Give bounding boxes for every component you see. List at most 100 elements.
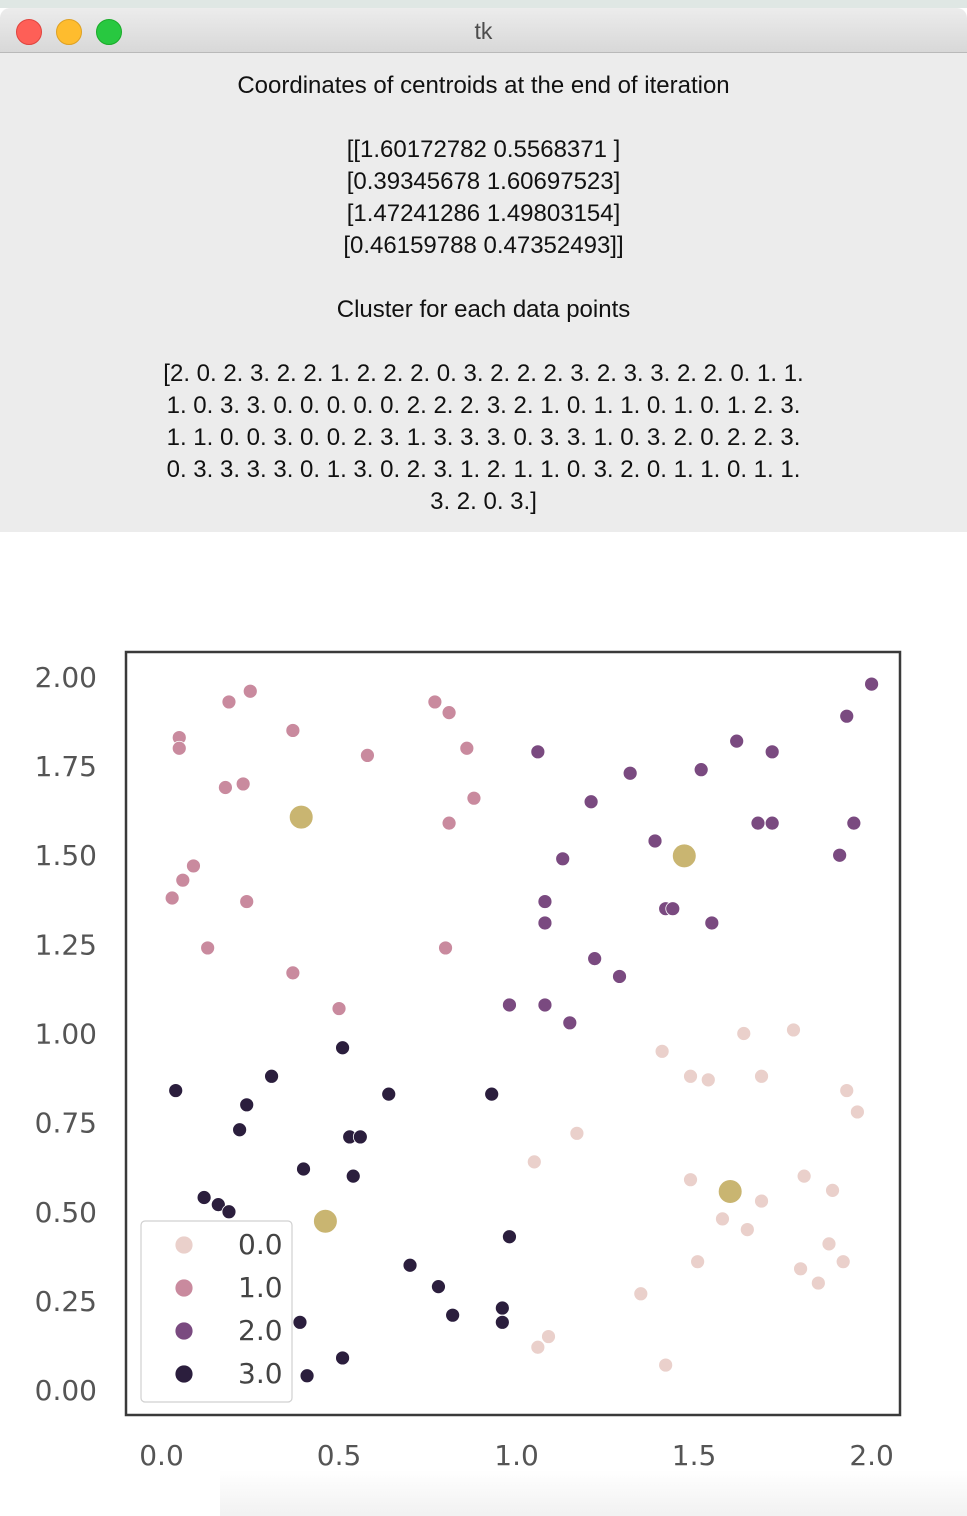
data-point-cluster-2 xyxy=(864,676,879,692)
data-point-cluster-3 xyxy=(168,1083,184,1098)
cluster-line: 1. 0. 3. 3. 0. 0. 0. 0. 0. 2. 2. 2. 3. 2… xyxy=(166,392,801,419)
data-point-cluster-1 xyxy=(285,723,301,738)
data-point-cluster-1 xyxy=(200,940,216,956)
data-point-cluster-2 xyxy=(612,969,627,984)
data-point-cluster-0 xyxy=(715,1211,730,1227)
data-point-cluster-3 xyxy=(484,1086,500,1102)
data-point-cluster-0 xyxy=(683,1068,698,1084)
data-point-cluster-2 xyxy=(750,815,766,831)
data-point-cluster-3 xyxy=(232,1122,248,1138)
data-point-cluster-0 xyxy=(839,1083,855,1098)
data-point-cluster-1 xyxy=(360,747,375,763)
data-point-cluster-0 xyxy=(793,1261,808,1277)
legend-label: 2.0 xyxy=(238,1314,283,1347)
y-tick-label: 1.75 xyxy=(35,750,97,783)
data-point-cluster-2 xyxy=(587,951,603,967)
scatter-plot-area: 0.00 0.25 0.50 0.75 1.00 1.25 1.50 1.75 2.00 0.0 0… xyxy=(0,532,967,1516)
data-point-cluster-1 xyxy=(285,965,301,981)
data-point-cluster-1 xyxy=(218,780,233,795)
data-point-cluster-0 xyxy=(739,1222,755,1237)
output-text-panel: Coordinates of centroids at the end of i… xyxy=(0,53,967,532)
data-point-cluster-1 xyxy=(466,790,482,806)
data-point-cluster-0 xyxy=(849,1104,865,1120)
data-point-cluster-1 xyxy=(221,694,237,710)
data-point-cluster-2 xyxy=(764,744,780,760)
data-point-cluster-0 xyxy=(633,1286,649,1302)
data-point-cluster-0 xyxy=(569,1125,585,1141)
data-point-cluster-0 xyxy=(700,1072,716,1088)
data-point-cluster-3 xyxy=(502,1229,517,1245)
data-point-cluster-2 xyxy=(729,733,745,749)
centroid-line: [1.47241286 1.49803154] xyxy=(346,200,621,227)
data-point-cluster-3 xyxy=(381,1086,397,1102)
bottom-shade xyxy=(220,1470,967,1516)
data-point-cluster-2 xyxy=(562,1015,578,1031)
data-point-cluster-3 xyxy=(239,1097,255,1113)
data-point-cluster-0 xyxy=(825,1182,840,1198)
data-point-cluster-2 xyxy=(622,765,638,781)
data-point-cluster-2 xyxy=(502,997,517,1013)
data-point-cluster-3 xyxy=(264,1068,279,1084)
data-point-cluster-0 xyxy=(810,1275,826,1291)
y-tick-label: 0.00 xyxy=(35,1374,97,1407)
cluster-line: 0. 3. 3. 3. 3. 0. 1. 3. 0. 2. 3. 1. 2. 1… xyxy=(166,456,801,483)
data-point-cluster-1 xyxy=(239,894,255,909)
cluster-heading: Cluster for each data points xyxy=(336,296,631,323)
data-point-cluster-0 xyxy=(821,1236,837,1252)
data-point-cluster-2 xyxy=(839,708,855,724)
legend-label: 1.0 xyxy=(238,1271,283,1304)
centroid-marker xyxy=(288,804,314,830)
zoom-window-button[interactable] xyxy=(96,19,122,45)
centroid-line: [0.46159788 0.47352493]] xyxy=(343,232,624,259)
legend-marker xyxy=(174,1235,194,1255)
points-layer xyxy=(164,676,879,1384)
data-point-cluster-0 xyxy=(754,1068,769,1084)
data-point-cluster-2 xyxy=(846,815,862,831)
plot-frame xyxy=(124,650,902,1417)
data-point-cluster-3 xyxy=(352,1129,368,1145)
legend: 0.0 1.0 2.0 3.0 xyxy=(140,1220,293,1403)
centroid-marker xyxy=(717,1179,743,1205)
data-point-cluster-3 xyxy=(402,1257,418,1273)
data-point-cluster-3 xyxy=(210,1197,226,1213)
x-tick-label: 1.0 xyxy=(494,1439,539,1472)
x-tick-label: 0.5 xyxy=(317,1439,362,1472)
data-point-cluster-3 xyxy=(296,1161,311,1177)
window-titlebar[interactable]: tk xyxy=(0,8,967,53)
data-point-cluster-2 xyxy=(764,815,780,831)
y-tick-label: 0.75 xyxy=(35,1107,97,1140)
data-point-cluster-3 xyxy=(335,1040,350,1056)
x-tick-label: 0.0 xyxy=(139,1439,184,1472)
data-point-cluster-1 xyxy=(175,872,191,888)
data-point-cluster-3 xyxy=(335,1350,350,1366)
data-point-cluster-3 xyxy=(196,1190,212,1205)
data-point-cluster-1 xyxy=(331,1001,347,1016)
legend-marker xyxy=(174,1364,194,1384)
data-point-cluster-1 xyxy=(242,683,258,699)
data-point-cluster-0 xyxy=(541,1329,556,1344)
data-point-cluster-2 xyxy=(555,851,571,867)
data-point-cluster-0 xyxy=(530,1339,546,1355)
cluster-line: 3. 2. 0. 3.] xyxy=(430,488,537,515)
data-point-cluster-3 xyxy=(431,1279,446,1295)
data-point-cluster-0 xyxy=(654,1043,670,1059)
data-point-cluster-1 xyxy=(164,890,180,906)
data-point-cluster-1 xyxy=(235,776,251,792)
data-point-cluster-1 xyxy=(427,694,443,710)
data-point-cluster-1 xyxy=(441,705,457,721)
data-point-cluster-3 xyxy=(221,1204,237,1220)
y-tick-label: 1.50 xyxy=(35,839,97,872)
window-title: tk xyxy=(474,18,493,44)
data-point-cluster-0 xyxy=(658,1357,674,1373)
centroids-layer xyxy=(288,804,743,1234)
data-point-cluster-2 xyxy=(530,744,546,760)
centroids-heading: Coordinates of centroids at the end of i… xyxy=(237,72,730,99)
data-point-cluster-3 xyxy=(292,1314,308,1330)
close-window-button[interactable] xyxy=(16,19,42,45)
legend-label: 3.0 xyxy=(238,1357,283,1390)
data-point-cluster-2 xyxy=(832,847,848,863)
minimize-window-button[interactable] xyxy=(56,19,82,45)
data-point-cluster-0 xyxy=(690,1254,706,1270)
data-point-cluster-0 xyxy=(736,1026,752,1041)
centroid-line: [0.39345678 1.60697523] xyxy=(346,168,621,195)
